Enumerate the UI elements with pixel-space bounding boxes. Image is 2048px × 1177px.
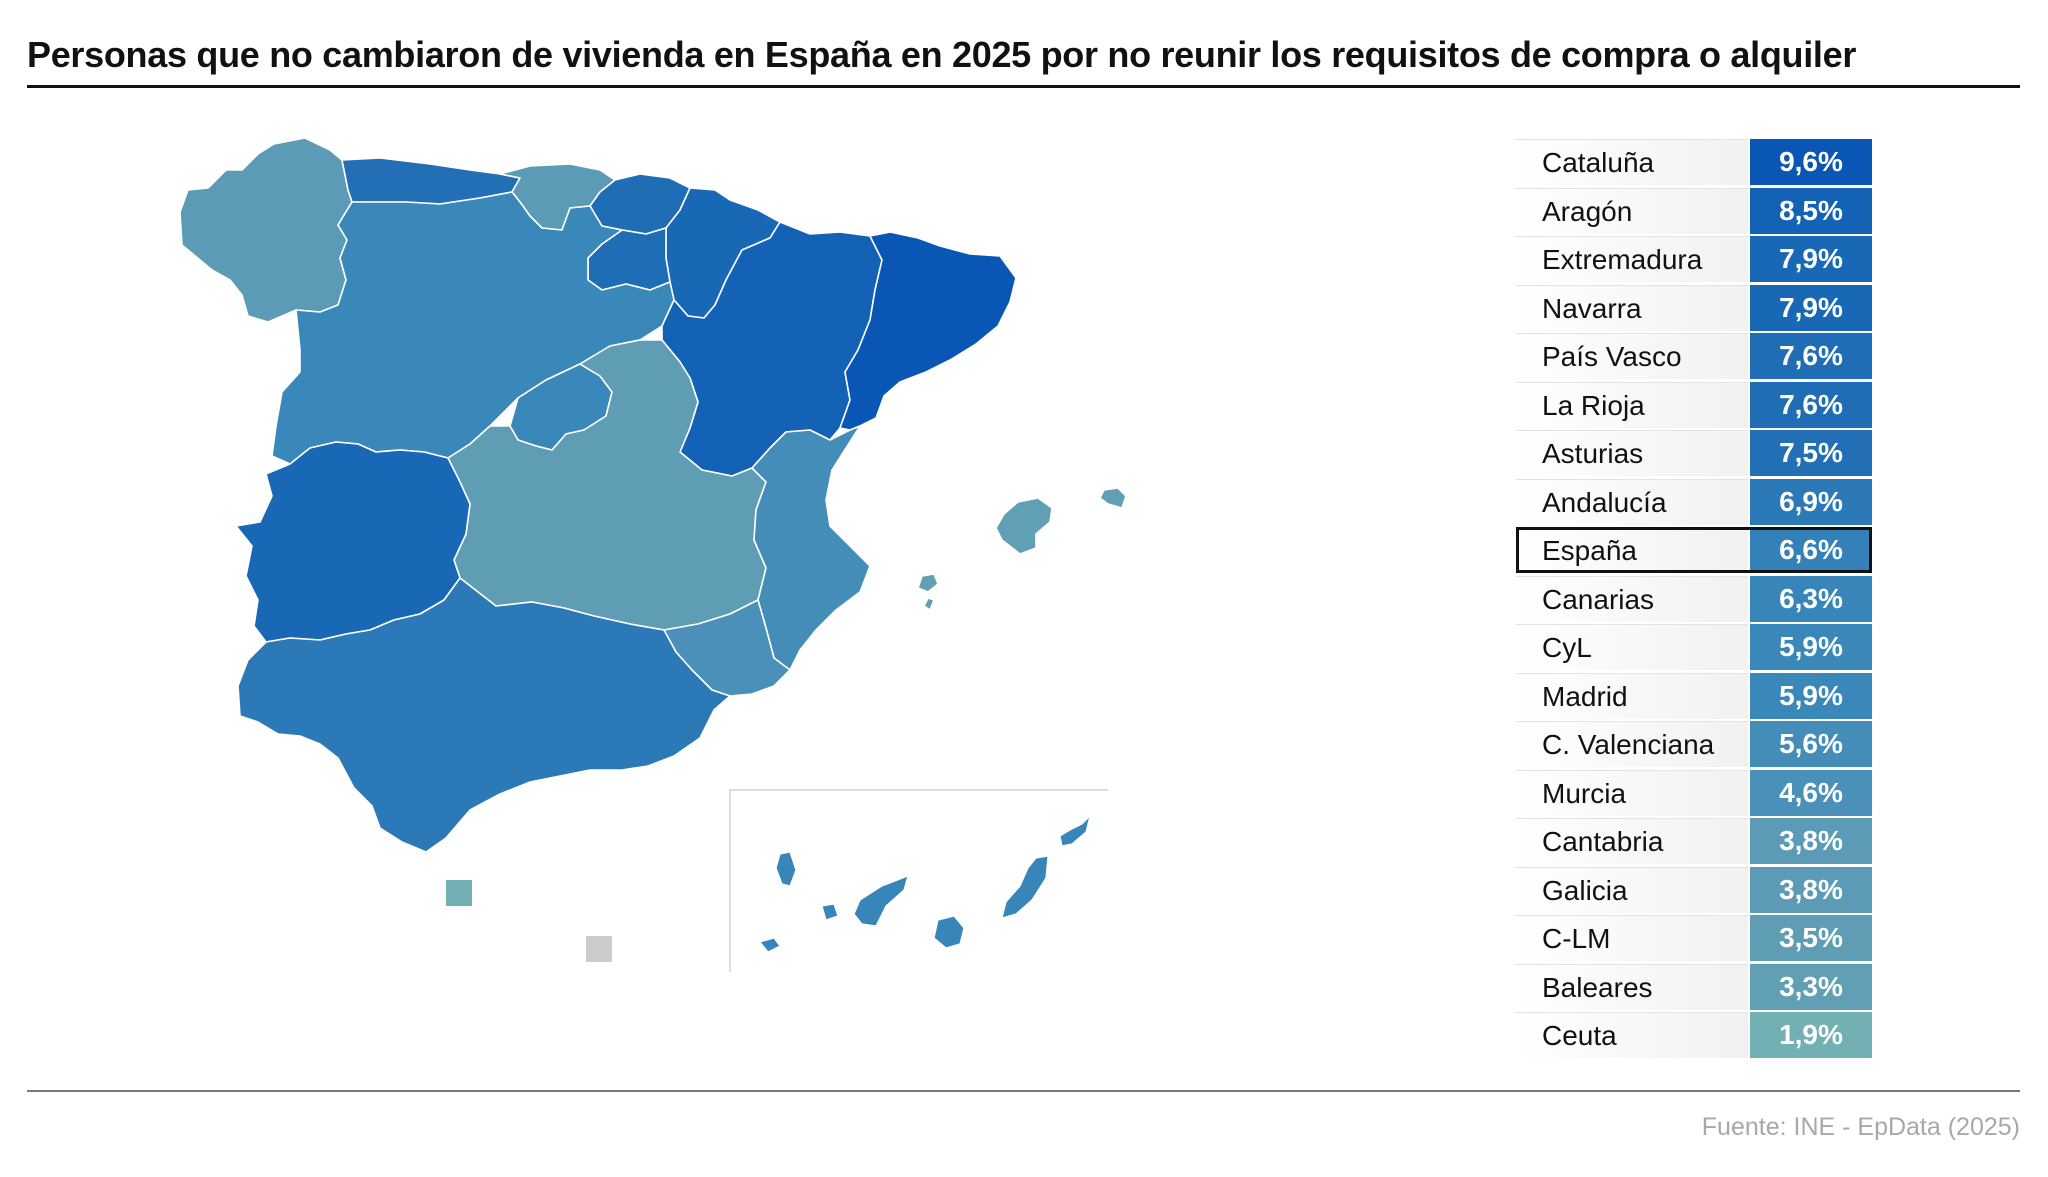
ranking-table: Cataluña 9,6% Aragón 8,5% Extremadura 7,9% Nav… (1516, 138, 1872, 1060)
ranking-row: Canarias 6,3% (1516, 575, 1872, 624)
ranking-region-name: CyL (1516, 624, 1748, 670)
ranking-row: CyL 5,9% (1516, 623, 1872, 672)
region-valenciana (751, 425, 871, 671)
ranking-row: Cantabria 3,8% (1516, 817, 1872, 866)
ranking-row: Baleares 3,3% (1516, 963, 1872, 1012)
region-galicia (179, 137, 353, 323)
canarias-inset-frame (729, 789, 1108, 972)
region-canarias-hierro (758, 937, 781, 953)
ranking-region-name: Madrid (1516, 672, 1748, 719)
region-canarias-grancanaria (933, 915, 965, 949)
ranking-region-name: País Vasco (1516, 333, 1748, 379)
ranking-region-name: España (1516, 527, 1748, 573)
ranking-row: Galicia 3,8% (1516, 866, 1872, 915)
ranking-region-value: 7,6% (1750, 333, 1872, 379)
ranking-region-value: 6,9% (1750, 478, 1872, 525)
ranking-region-value: 7,6% (1750, 381, 1872, 428)
ranking-region-name: Aragón (1516, 187, 1748, 234)
region-baleares-ibiza (917, 573, 939, 593)
region-baleares-formentera (923, 597, 935, 611)
region-canarias-fuerteventura (1001, 855, 1049, 919)
ranking-region-name: La Rioja (1516, 381, 1748, 428)
region-ceuta (446, 880, 472, 906)
ranking-region-value: 9,6% (1750, 139, 1872, 185)
ranking-region-name: Cantabria (1516, 818, 1748, 864)
ranking-region-value: 5,9% (1750, 624, 1872, 670)
ranking-row: Madrid 5,9% (1516, 672, 1872, 721)
ranking-row: C. Valenciana 5,6% (1516, 720, 1872, 769)
ranking-region-value: 7,9% (1750, 236, 1872, 282)
ranking-region-value: 6,6% (1750, 527, 1872, 573)
region-melilla (586, 936, 612, 962)
ranking-region-value: 6,3% (1750, 575, 1872, 622)
ranking-row: Navarra 7,9% (1516, 284, 1872, 333)
ranking-region-name: Andalucía (1516, 478, 1748, 525)
region-canarias-lapalma (775, 851, 797, 887)
ranking-region-value: 3,3% (1750, 963, 1872, 1010)
ranking-row: Extremadura 7,9% (1516, 235, 1872, 284)
ranking-region-value: 8,5% (1750, 187, 1872, 234)
ranking-row: País Vasco 7,6% (1516, 332, 1872, 381)
ranking-region-value: 7,5% (1750, 430, 1872, 476)
spain-map (179, 137, 1127, 972)
ranking-row: Asturias 7,5% (1516, 429, 1872, 478)
region-baleares (995, 497, 1053, 555)
ranking-row: Murcia 4,6% (1516, 769, 1872, 818)
ranking-row: Ceuta 1,9% (1516, 1011, 1872, 1060)
title-divider (27, 85, 2020, 88)
ranking-row: Cataluña 9,6% (1516, 138, 1872, 187)
region-canarias-tenerife (853, 875, 909, 927)
ranking-region-value: 7,9% (1750, 284, 1872, 331)
footer-divider (27, 1090, 2020, 1092)
region-andalucia (237, 577, 731, 853)
ranking-region-value: 1,9% (1750, 1012, 1872, 1058)
ranking-region-name: Navarra (1516, 284, 1748, 331)
region-canarias-gomera (821, 903, 839, 921)
region-baleares-menorca (1099, 487, 1127, 509)
ranking-region-value: 3,8% (1750, 818, 1872, 864)
ranking-row: Aragón 8,5% (1516, 187, 1872, 236)
ranking-region-name: Murcia (1516, 769, 1748, 816)
ranking-region-name: Cataluña (1516, 139, 1748, 185)
ranking-region-name: C-LM (1516, 915, 1748, 961)
ranking-region-name: Extremadura (1516, 236, 1748, 282)
ranking-row: España 6,6% (1516, 526, 1872, 575)
ranking-region-name: Canarias (1516, 575, 1748, 622)
ranking-region-value: 5,9% (1750, 672, 1872, 719)
ranking-region-name: Ceuta (1516, 1012, 1748, 1058)
ranking-region-value: 5,6% (1750, 721, 1872, 767)
source-note: Fuente: INE - EpData (2025) (1701, 1113, 2020, 1141)
ranking-region-name: Baleares (1516, 963, 1748, 1010)
ranking-region-value: 3,8% (1750, 866, 1872, 913)
ranking-row: C-LM 3,5% (1516, 914, 1872, 963)
region-canarias-lanzarote (1059, 814, 1092, 847)
ranking-region-name: Asturias (1516, 430, 1748, 476)
ranking-region-value: 4,6% (1750, 769, 1872, 816)
ranking-row: Andalucía 6,9% (1516, 478, 1872, 527)
region-cataluna (839, 231, 1017, 431)
ranking-region-value: 3,5% (1750, 915, 1872, 961)
ranking-row: La Rioja 7,6% (1516, 381, 1872, 430)
chart-title: Personas que no cambiaron de vivienda en… (27, 34, 1857, 75)
ranking-region-name: C. Valenciana (1516, 721, 1748, 767)
ranking-region-name: Galicia (1516, 866, 1748, 913)
